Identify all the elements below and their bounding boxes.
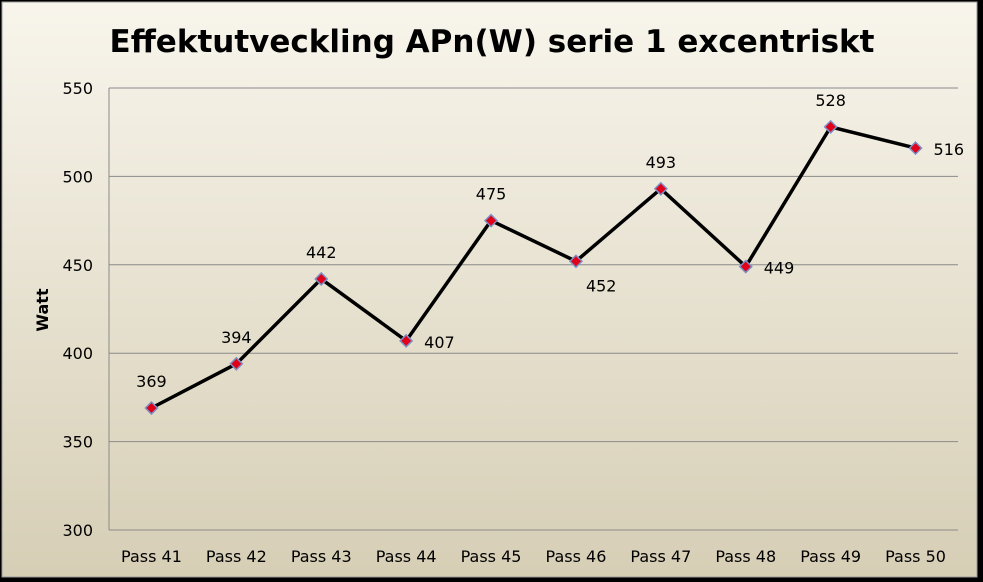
y-tick-label-450: 450	[62, 256, 93, 275]
x-tick-label-pass-50: Pass 50	[885, 547, 946, 566]
x-tick-label-pass-41: Pass 41	[121, 547, 182, 566]
data-label-6: 452	[586, 276, 617, 295]
data-label-7: 493	[646, 153, 677, 172]
chart-title: Effektutveckling APn(W) serie 1 excentri…	[110, 24, 875, 60]
data-label-8: 449	[764, 259, 795, 278]
data-point-marker-7	[653, 181, 668, 196]
gridlines	[109, 87, 958, 443]
x-tick-label-pass-42: Pass 42	[206, 547, 267, 566]
x-tick-label-pass-43: Pass 43	[291, 547, 352, 566]
data-labels: 369 394 442 407 475 452 493 449 528 516	[136, 91, 964, 391]
y-tick-label-400: 400	[62, 344, 93, 363]
x-tick-label-pass-45: Pass 45	[461, 547, 522, 566]
data-point-marker-4	[399, 333, 414, 348]
series-line-path	[150, 124, 916, 410]
y-axis-title: Watt	[33, 288, 52, 332]
axes	[108, 88, 958, 531]
data-label-1: 369	[136, 372, 167, 391]
y-tick-label-300: 300	[62, 521, 93, 540]
x-tick-label-pass-47: Pass 47	[630, 547, 691, 566]
y-tick-label-500: 500	[62, 167, 93, 186]
x-tick-label-pass-44: Pass 44	[376, 547, 437, 566]
x-tick-labels: Pass 41 Pass 42 Pass 43 Pass 44 Pass 45 Pass …	[121, 547, 946, 566]
y-tick-labels: 300 350 400 450 500 550	[62, 79, 93, 540]
data-label-4: 407	[424, 333, 455, 352]
x-tick-label-pass-48: Pass 48	[715, 547, 776, 566]
x-tick-label-pass-49: Pass 49	[800, 547, 861, 566]
x-tick-label-pass-46: Pass 46	[546, 547, 607, 566]
data-label-2: 394	[221, 328, 252, 347]
data-point-marker-6	[568, 254, 584, 269]
data-point-marker-1	[144, 400, 159, 416]
data-point-marker-3	[314, 271, 329, 287]
data-label-10: 516	[934, 140, 965, 159]
y-tick-label-550: 550	[62, 79, 93, 98]
data-point-marker-5	[483, 213, 499, 228]
data-point-marker-2	[229, 356, 244, 371]
data-label-9: 528	[815, 91, 846, 110]
data-label-3: 442	[306, 243, 337, 262]
data-markers	[144, 119, 923, 416]
y-tick-label-350: 350	[62, 433, 93, 452]
series-line	[150, 124, 916, 410]
data-point-marker-10	[908, 141, 923, 156]
data-label-5: 475	[476, 185, 507, 204]
data-point-marker-9	[823, 119, 838, 134]
data-point-marker-8	[738, 259, 753, 274]
